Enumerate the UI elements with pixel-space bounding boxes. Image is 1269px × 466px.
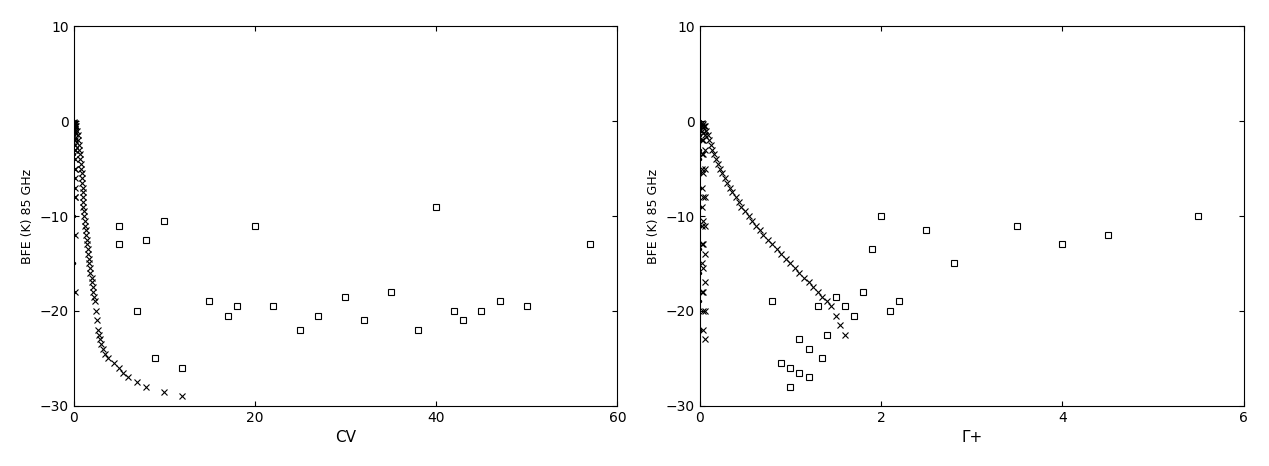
X-axis label: CV: CV bbox=[335, 430, 357, 445]
Y-axis label: BFE (K) 85 GHz: BFE (K) 85 GHz bbox=[20, 169, 34, 264]
Y-axis label: BFE (K) 85 GHz: BFE (K) 85 GHz bbox=[647, 169, 660, 264]
X-axis label: Γ+: Γ+ bbox=[961, 430, 982, 445]
